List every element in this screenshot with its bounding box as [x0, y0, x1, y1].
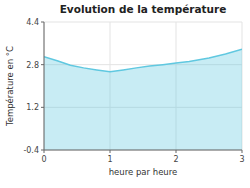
x-tick [176, 150, 177, 153]
y-tick [41, 150, 44, 151]
x-tick-label: 2 [173, 155, 178, 164]
y-tick-label: 2.8 [26, 61, 39, 70]
plot-area [44, 49, 242, 150]
grid-line-y [44, 150, 242, 151]
x-axis-line [44, 150, 242, 151]
area [44, 49, 242, 150]
chart: 0 1 2 3 -0.4 1.2 2.8 4.4 Evolution de la tempéra… [0, 0, 250, 188]
grid-line-x [44, 22, 45, 150]
y-tick [41, 107, 44, 108]
x-tick-label: 1 [107, 155, 112, 164]
y-tick-label: 1.2 [26, 103, 39, 112]
y-axis-label: Température en °C [5, 46, 15, 127]
x-tick [242, 150, 243, 153]
grid-line-y [44, 22, 242, 23]
line [44, 49, 242, 72]
title: Evolution de la température [60, 3, 227, 15]
grid [44, 22, 242, 150]
chart-container: 0 1 2 3 -0.4 1.2 2.8 4.4 Evolution de la tempéra… [0, 0, 250, 188]
y-tick-label: -0.4 [23, 146, 39, 155]
y-tick-label: 4.4 [26, 18, 39, 27]
x-tick-label: 0 [41, 155, 46, 164]
x-tick-label: 3 [239, 155, 244, 164]
y-axis-line [44, 22, 45, 150]
y-tick [41, 22, 44, 23]
axes: 0 1 2 3 -0.4 1.2 2.8 4.4 [23, 18, 244, 164]
x-tick [110, 150, 111, 153]
y-tick [41, 64, 44, 65]
x-axis-label: heure par heure [109, 167, 178, 177]
